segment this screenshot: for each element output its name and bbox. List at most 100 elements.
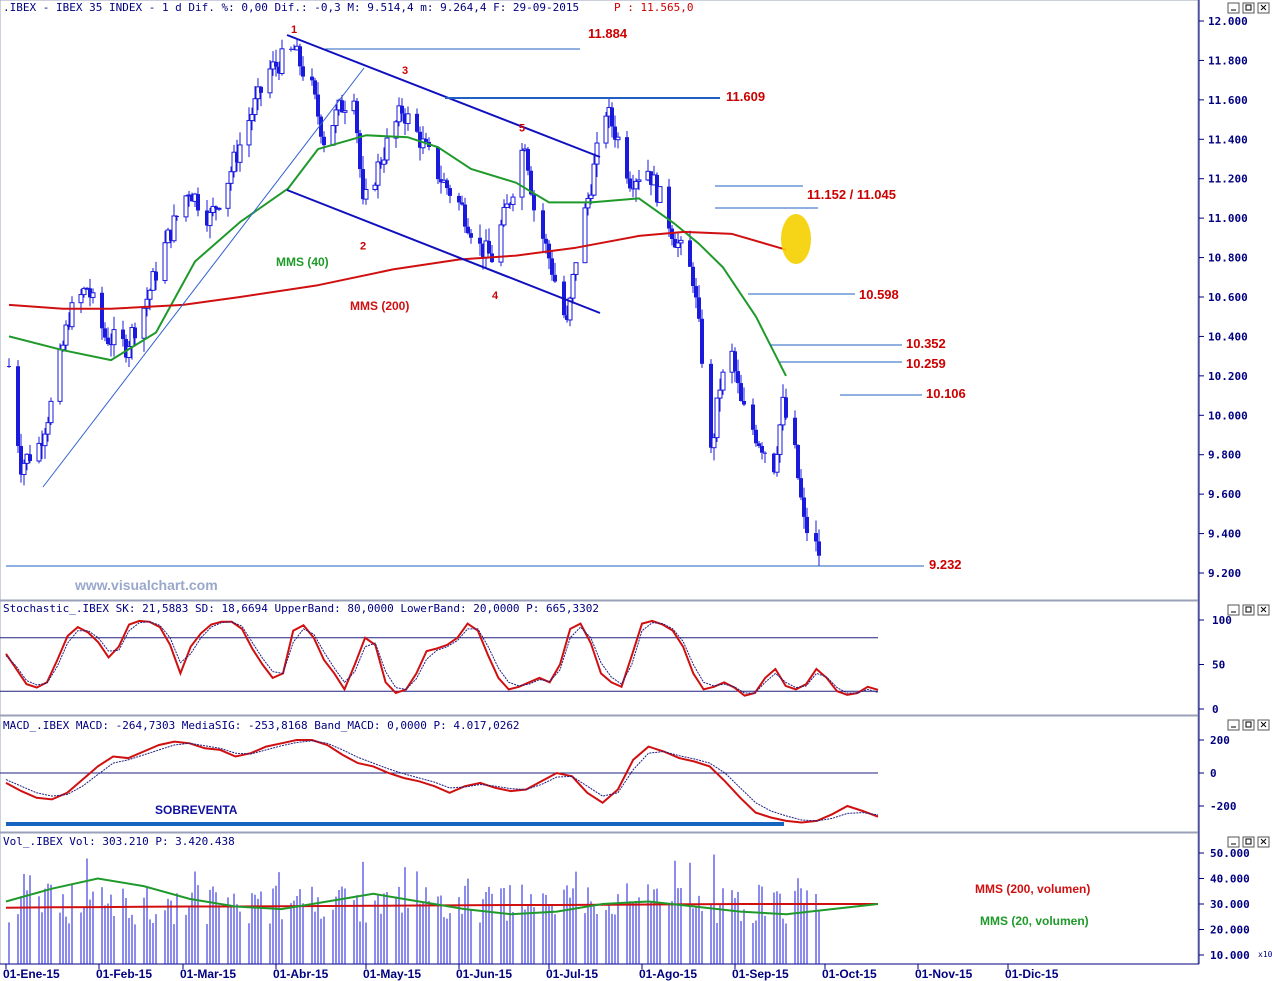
price-plot: MMS (40) MMS (200) 11.884 11.609 11.152 / 11…: [6, 24, 966, 572]
price-candle: [69, 296, 75, 330]
price-candle: [400, 98, 404, 122]
candle-body-up: [777, 424, 783, 455]
macd-y-tick-label: 200: [1210, 734, 1230, 747]
price-candle: [448, 184, 452, 204]
price-candle: [225, 182, 231, 217]
candle-body-down: [802, 497, 806, 517]
price-candle: [133, 322, 137, 347]
candle-body-down: [784, 397, 788, 418]
candle-body-down: [610, 107, 614, 127]
macd-line: [5, 739, 879, 824]
price-y-tick-label: 9.400: [1208, 528, 1241, 541]
price-candle: [739, 374, 743, 402]
stochastic-panel: [0, 600, 1199, 716]
price-candle: [175, 215, 179, 221]
glyph: [1260, 721, 1267, 728]
stoch-y-tick-label: 100: [1212, 614, 1232, 627]
price-candle: [777, 423, 783, 463]
candle-body-down: [379, 161, 383, 165]
level-label: 11.609: [726, 89, 765, 104]
price-candle: [42, 427, 48, 459]
price-candle: [742, 387, 746, 407]
candle-body-down: [121, 329, 125, 340]
candle-body-up: [594, 142, 600, 165]
candle-body-up: [207, 211, 213, 227]
candle-body-down: [361, 169, 365, 200]
macd-header: MACD_.IBEX MACD: -264,7303 MediaSIG: -25…: [3, 719, 520, 732]
close-icon: [1257, 836, 1270, 848]
price-candle: [594, 132, 600, 177]
price-candle: [463, 197, 467, 234]
price-candle: [439, 165, 443, 194]
candle-body-up: [711, 437, 717, 449]
volume-plot: MMS (200, volumen) MMS (20, volumen): [5, 854, 1090, 964]
price-candle: [298, 43, 302, 76]
maximize-icon: [1242, 604, 1255, 616]
candle-body-down: [415, 113, 419, 132]
candle-body-up: [21, 462, 27, 476]
candle-body-up: [225, 182, 231, 209]
candle-body-down: [109, 344, 113, 346]
candle-body-down: [628, 178, 632, 189]
candle-body-down: [319, 116, 323, 137]
close-icon: [1257, 604, 1270, 616]
vol-y-tick-label: 50.000: [1210, 847, 1250, 860]
candle-body-down: [133, 327, 137, 339]
candle-body-up: [210, 205, 216, 213]
price-candle: [469, 228, 473, 244]
candle-body-down: [196, 194, 200, 211]
price-candle: [111, 316, 117, 357]
price-candle: [541, 203, 545, 252]
price-candle: [694, 277, 698, 309]
price-candle: [508, 202, 512, 209]
price-candle: [28, 445, 32, 464]
price-candle: [210, 197, 216, 217]
candle-body-down: [667, 186, 671, 229]
candle-body-down: [553, 274, 557, 282]
candle-body-down: [742, 401, 746, 405]
vol-y-tick-label: 20.000: [1210, 924, 1250, 937]
price-candle: [631, 174, 635, 198]
level-label: 9.232: [929, 557, 962, 572]
price-candle: [603, 111, 609, 149]
price-candle: [150, 267, 156, 291]
candle-body-down: [400, 105, 404, 114]
oversold-bar: [6, 822, 784, 826]
price-candle: [322, 131, 326, 153]
wave-label: 1: [291, 24, 297, 36]
candle-body-down: [649, 171, 653, 185]
volume-panel: [0, 832, 1199, 965]
price-candle: [103, 322, 107, 342]
price-y-tick-label: 11.200: [1208, 173, 1248, 186]
stoch-y-tick-label: 50: [1212, 659, 1225, 672]
candle-body-up: [69, 302, 75, 328]
candle-body-up: [675, 242, 681, 248]
candle-body-down: [460, 202, 464, 205]
candle-body-down: [793, 417, 797, 446]
candle-body-up: [519, 149, 525, 198]
candle-body-down: [736, 371, 740, 384]
candle-body-up: [150, 271, 156, 291]
price-candle: [736, 359, 740, 394]
candle-body-up: [498, 224, 504, 263]
level-label: 10.598: [859, 287, 899, 302]
candle-body-up: [717, 389, 723, 399]
price-candle: [36, 436, 42, 464]
price-candle: [460, 195, 464, 206]
minimize-icon: [1227, 836, 1240, 848]
candle-body-down: [469, 233, 473, 238]
price-y-tick-label: 10.800: [1208, 252, 1248, 265]
price-candle: [657, 186, 663, 203]
price-candle: [772, 452, 776, 475]
close-icon: [1257, 719, 1270, 731]
candle-body-up: [216, 207, 222, 210]
candle-body-up: [144, 298, 150, 309]
price-candle: [207, 207, 213, 239]
x-tick-label: 01-Jul-15: [546, 967, 598, 981]
price-candle: [573, 262, 579, 281]
candle-body-up: [90, 292, 96, 298]
x-tick-label: 01-Ago-15: [639, 967, 697, 981]
candle-body-down: [796, 445, 800, 479]
candle-body-down: [481, 243, 485, 259]
price-candle: [405, 106, 411, 131]
